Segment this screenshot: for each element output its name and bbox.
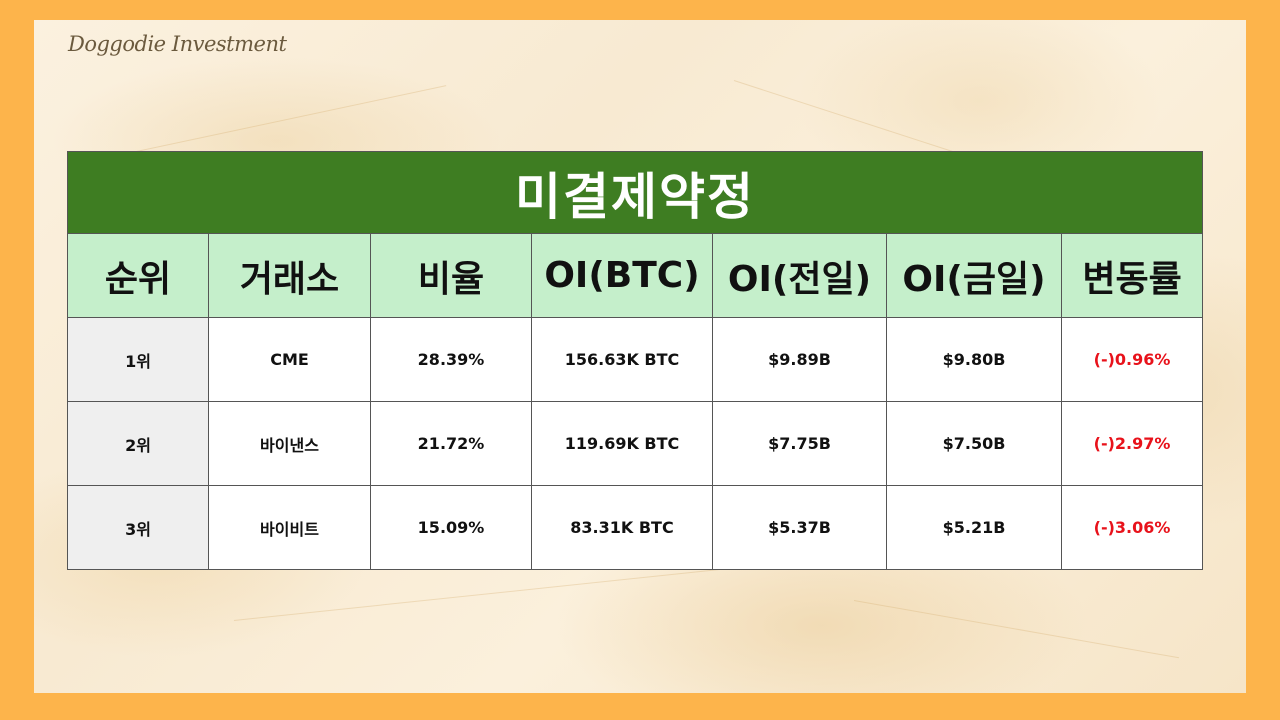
cell-exchange: 바이비트 [208, 485, 371, 570]
brand-logo: Doggodie Investment [68, 32, 287, 56]
cell-oi-today: $5.21B [886, 485, 1062, 570]
cell-exchange: 바이낸스 [208, 401, 371, 486]
header-oi-today: OI(금일) [886, 233, 1062, 318]
table-row: 3위 바이비트 15.09% 83.31K BTC $5.37B $5.21B … [67, 485, 1204, 570]
marble-vein [93, 85, 447, 161]
cell-ratio: 21.72% [370, 401, 532, 486]
cell-rank: 2위 [67, 401, 209, 486]
cell-change-rate: (-)3.06% [1060, 485, 1204, 570]
header-ratio: 비율 [370, 233, 532, 318]
cell-change-rate: (-)2.97% [1060, 401, 1204, 486]
marble-vein [233, 567, 732, 621]
open-interest-table: 미결제약정 순위 거래소 비율 OI(BTC) OI(전일) OI(금일) 변동… [66, 151, 1204, 570]
cell-oi-previous: $7.75B [712, 401, 887, 486]
cell-change-rate: (-)0.96% [1060, 317, 1204, 402]
cell-exchange: CME [208, 317, 371, 402]
cell-rank: 1위 [67, 317, 209, 402]
slide-frame: Doggodie Investment 미결제약정 순위 거래소 비율 OI(B… [34, 20, 1246, 693]
cell-oi-btc: 119.69K BTC [531, 401, 713, 486]
marble-vein [853, 600, 1180, 659]
cell-rank: 3위 [67, 485, 209, 570]
header-exchange: 거래소 [208, 233, 371, 318]
table-title: 미결제약정 [66, 151, 1204, 234]
table-row: 1위 CME 28.39% 156.63K BTC $9.89B $9.80B … [67, 317, 1204, 402]
header-oi-btc: OI(BTC) [531, 233, 713, 318]
cell-oi-today: $9.80B [886, 317, 1062, 402]
table-row: 2위 바이낸스 21.72% 119.69K BTC $7.75B $7.50B… [67, 401, 1204, 486]
header-change-rate: 변동률 [1060, 233, 1204, 318]
cell-oi-previous: $5.37B [712, 485, 887, 570]
cell-ratio: 15.09% [370, 485, 532, 570]
cell-ratio: 28.39% [370, 317, 532, 402]
cell-oi-today: $7.50B [886, 401, 1062, 486]
header-oi-previous: OI(전일) [712, 233, 887, 318]
cell-oi-btc: 83.31K BTC [531, 485, 713, 570]
table-title-row: 미결제약정 [66, 151, 1204, 234]
cell-oi-btc: 156.63K BTC [531, 317, 713, 402]
cell-oi-previous: $9.89B [712, 317, 887, 402]
header-rank: 순위 [67, 233, 209, 318]
table-header-row: 순위 거래소 비율 OI(BTC) OI(전일) OI(금일) 변동률 [67, 233, 1204, 318]
